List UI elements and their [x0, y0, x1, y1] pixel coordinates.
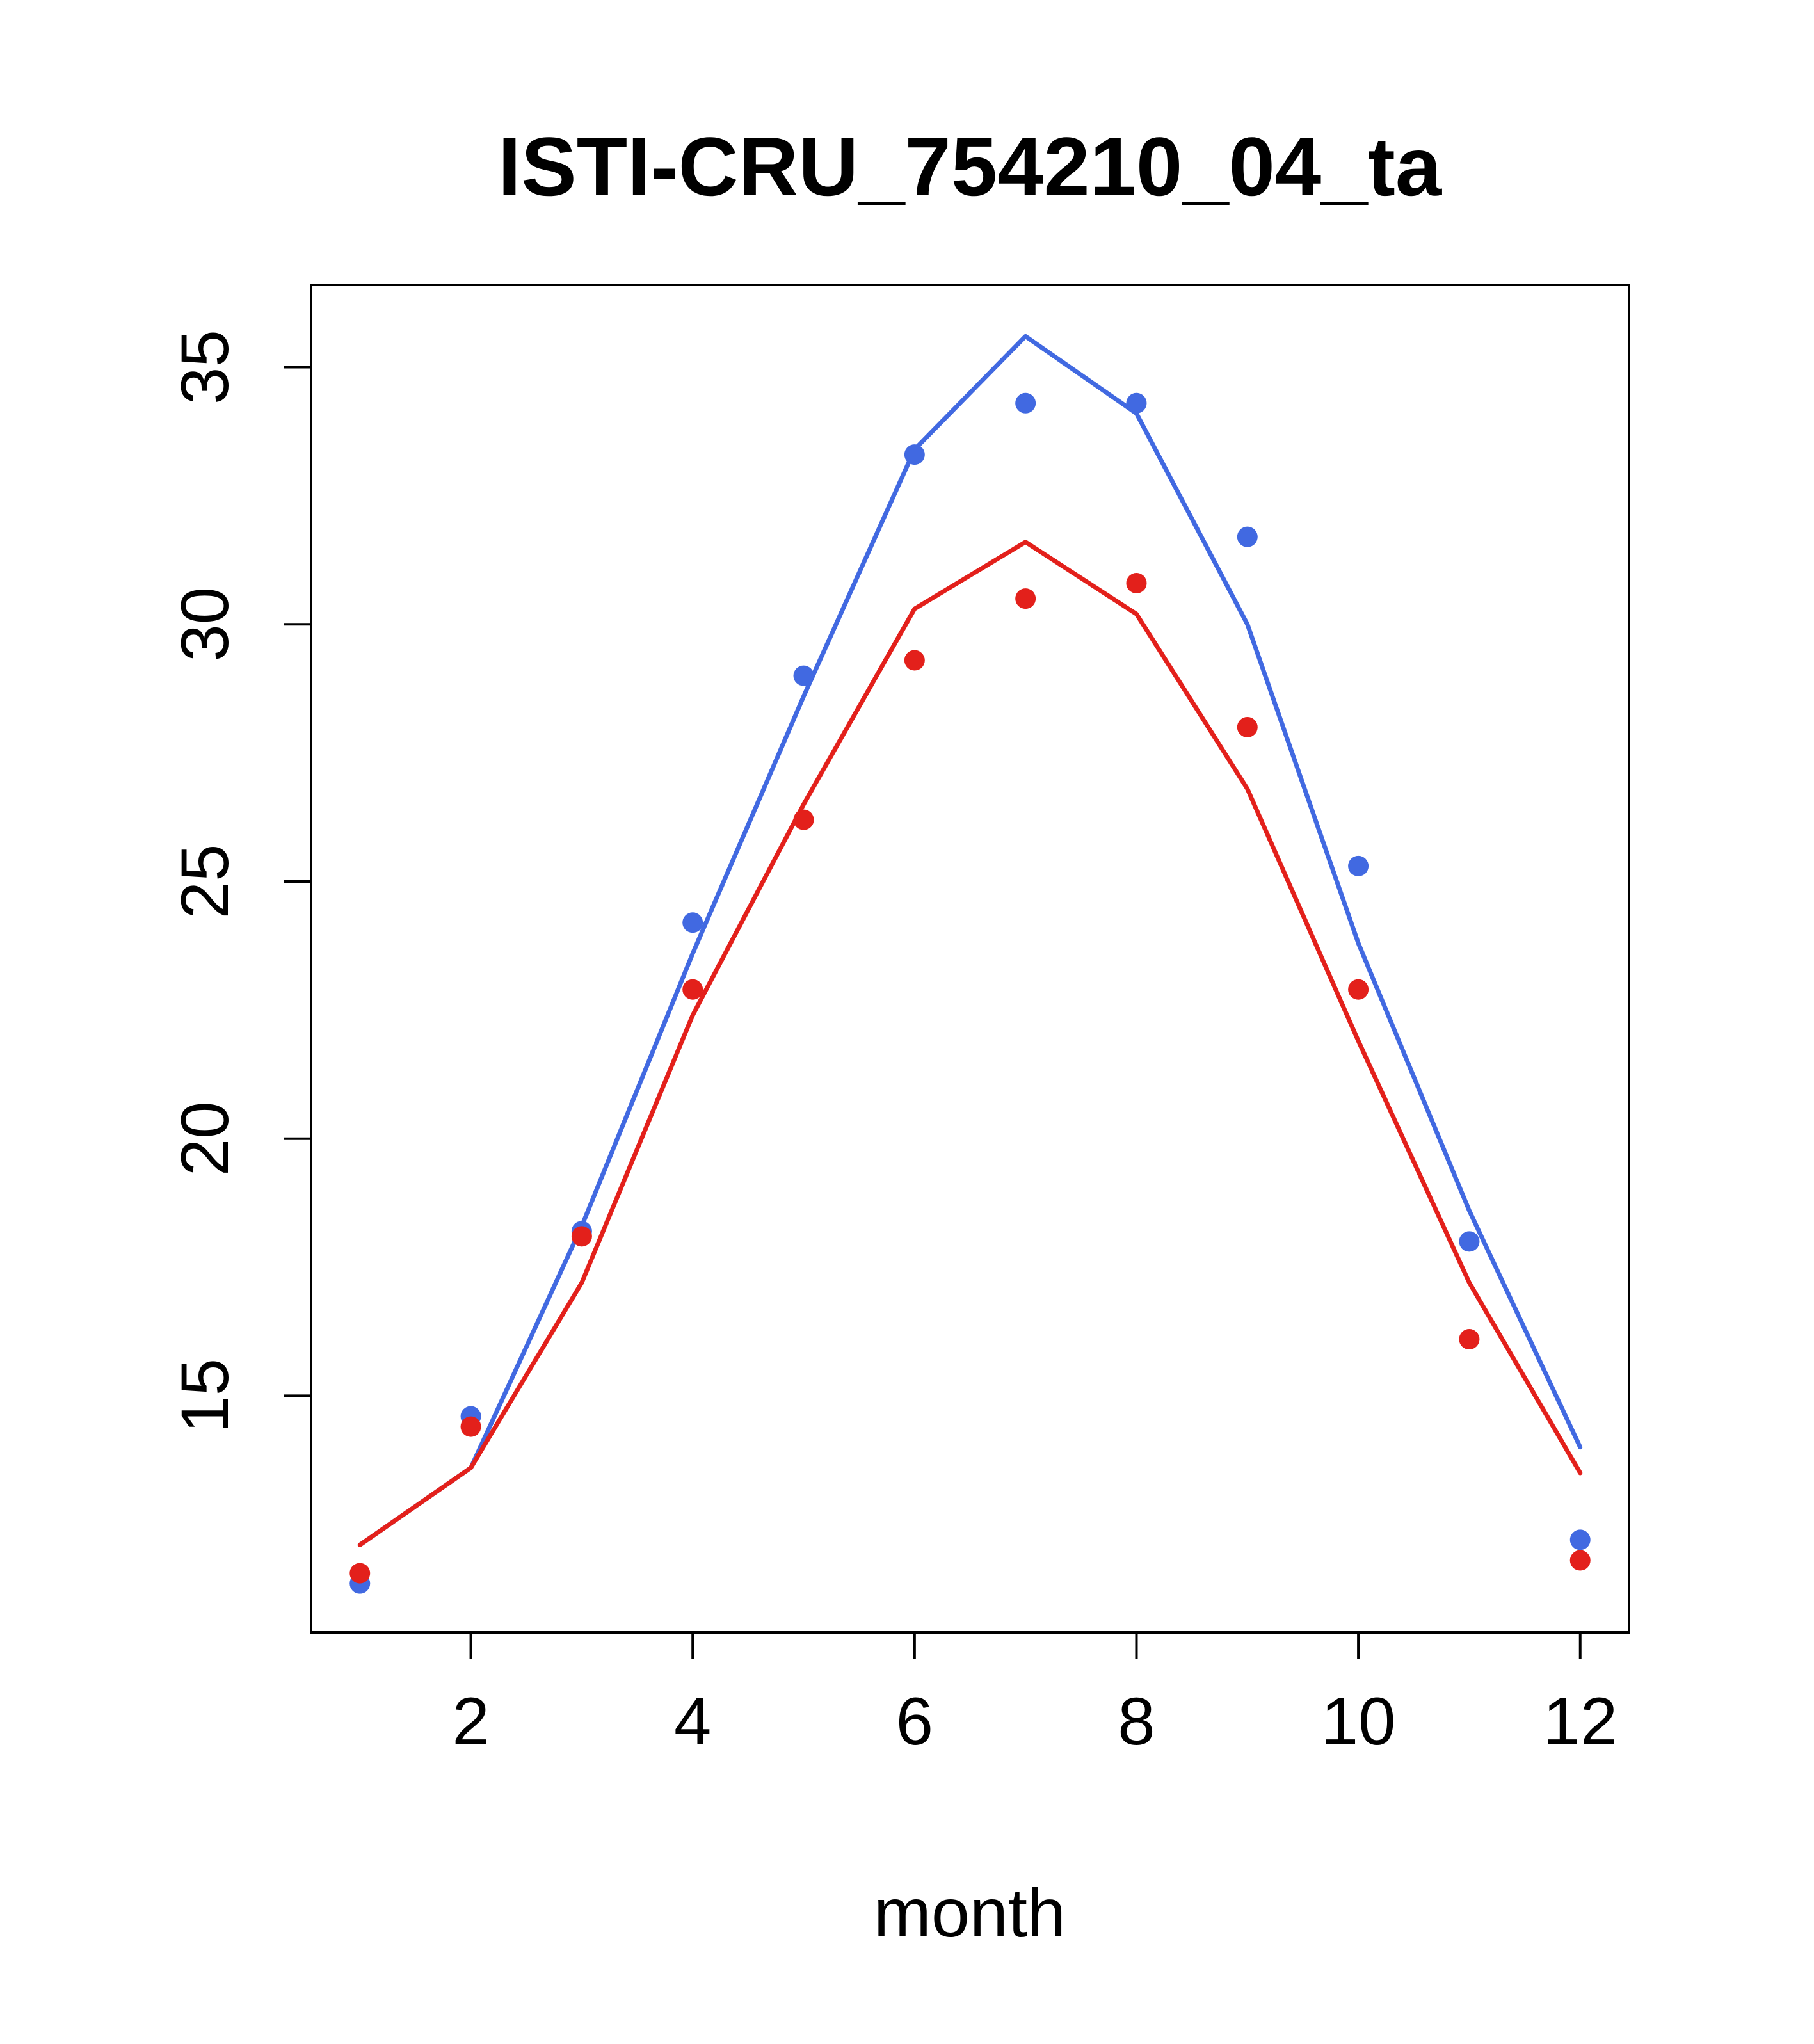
y-tick-label: 20: [168, 1101, 243, 1176]
y-tick-label: 35: [168, 330, 243, 405]
monthly-points-red-marker: [793, 809, 814, 830]
monthly-points-blue-marker: [1569, 1529, 1591, 1550]
monthly-points-red-marker: [571, 1226, 592, 1247]
monthly-points-blue-marker: [1126, 392, 1147, 414]
x-tick-label: 4: [674, 1684, 711, 1759]
monthly-points-red-marker: [904, 650, 925, 671]
monthly-points-red-marker: [1459, 1329, 1480, 1350]
monthly-points-blue-marker: [1459, 1231, 1480, 1252]
monthly-points-blue-marker: [1015, 392, 1036, 414]
climatology-line-blue: [357, 334, 1583, 1547]
monthly-points-blue-marker: [682, 912, 703, 933]
monthly-points-red-marker: [349, 1563, 371, 1584]
y-tick-label: 30: [168, 587, 243, 662]
x-tick-label: 6: [896, 1684, 933, 1759]
monthly-points-blue-marker: [904, 444, 925, 465]
monthly-points-blue-marker: [1237, 526, 1258, 547]
monthly-points-red-marker: [682, 979, 703, 1000]
monthly-points-blue-marker: [1348, 855, 1369, 876]
monthly-points-blue-marker: [793, 665, 814, 686]
x-tick-label: 2: [452, 1684, 489, 1759]
monthly-points-red-marker: [1126, 572, 1147, 593]
chart-title: ISTI-CRU_754210_04_ta: [498, 120, 1443, 213]
climatology-line-red: [357, 540, 1583, 1547]
monthly-points-red-marker: [1015, 588, 1036, 609]
x-axis-label: month: [874, 1874, 1066, 1951]
x-tick-label: 10: [1321, 1684, 1396, 1759]
plot-area: 2 4 6 8 10 12 15 20 25 30 35: [168, 284, 1630, 1759]
monthly-points-red-marker: [1569, 1550, 1591, 1571]
plot-box: [310, 284, 1630, 1634]
y-tick-label: 15: [168, 1358, 243, 1433]
y-tick-label: 25: [168, 844, 243, 919]
x-tick-label: 12: [1543, 1684, 1617, 1759]
monthly-points-red-marker: [460, 1416, 481, 1437]
x-tick-label: 8: [1118, 1684, 1155, 1759]
monthly-points-red-marker: [1348, 979, 1369, 1000]
monthly-points-red-marker: [1237, 716, 1258, 737]
